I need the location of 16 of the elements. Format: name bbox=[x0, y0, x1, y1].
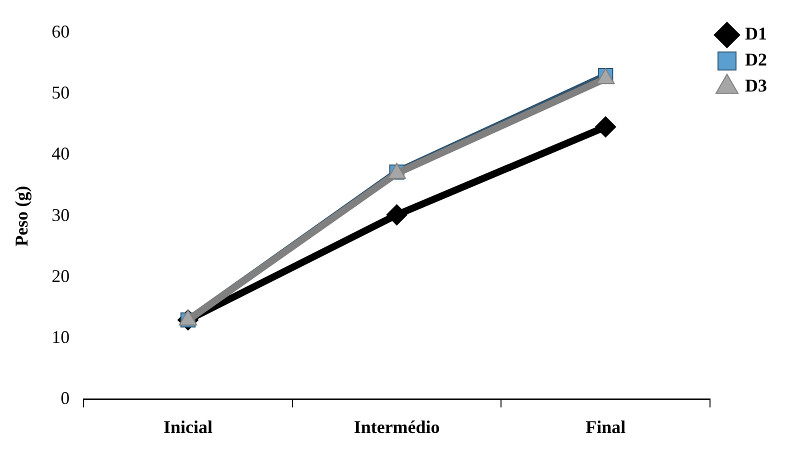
y-axis-title: Peso (g) bbox=[11, 186, 32, 246]
legend-label: D1 bbox=[745, 24, 767, 44]
y-tick-label: 30 bbox=[52, 204, 70, 225]
point bbox=[595, 116, 616, 138]
point bbox=[386, 204, 408, 226]
y-tick-label: 50 bbox=[52, 82, 70, 103]
x-tick-label: Intermédio bbox=[354, 416, 440, 437]
y-tick-label: 10 bbox=[52, 327, 70, 348]
legend-label: D2 bbox=[745, 50, 767, 70]
y-tick-label: 60 bbox=[52, 22, 70, 42]
x-tick-label: Final bbox=[586, 416, 626, 437]
legend-label: D3 bbox=[745, 76, 767, 96]
y-tick-label: 0 bbox=[60, 388, 70, 408]
y-tick-label: 40 bbox=[52, 144, 70, 164]
x-tick-label: Inicial bbox=[163, 416, 213, 437]
y-tick-label: 20 bbox=[52, 266, 70, 286]
